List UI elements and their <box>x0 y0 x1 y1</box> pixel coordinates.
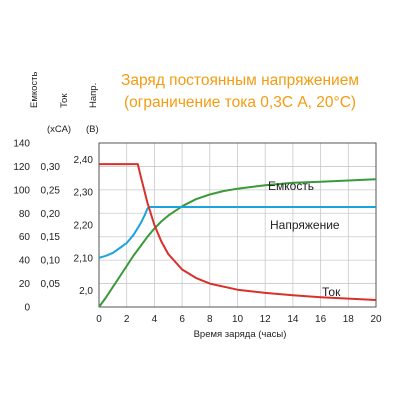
x-axis-label: Время заряда (часы) <box>194 329 287 340</box>
capacity-tick-label-1: 20 <box>19 279 31 290</box>
chart-title-line-2: (ограничение тока 0,3С А, 20°С) <box>124 94 356 111</box>
series-label-current: Ток <box>322 285 341 299</box>
capacity-tick-label-7: 140 <box>13 139 30 150</box>
capacity-tick-label-2: 40 <box>19 256 31 267</box>
x-tick-label-4: 8 <box>207 314 213 325</box>
current-tick-label-4: 0,25 <box>41 185 61 196</box>
voltage-tick-label-1: 2,10 <box>74 253 94 264</box>
capacity-axis-label: Емкость <box>29 71 40 108</box>
x-tick-label-1: 2 <box>124 314 130 325</box>
series-label-capacity: Емкость <box>268 179 314 193</box>
voltage-axis-unit: (В) <box>86 124 99 135</box>
x-tick-label-8: 16 <box>315 314 327 325</box>
capacity-tick-label-4: 80 <box>19 209 31 220</box>
x-tick-label-6: 12 <box>260 314 272 325</box>
x-tick-label-2: 4 <box>152 314 158 325</box>
x-tick-label-0: 0 <box>96 314 102 325</box>
capacity-tick-label-0: 0 <box>24 303 30 314</box>
x-tick-label-10: 20 <box>370 314 382 325</box>
current-tick-label-1: 0,10 <box>41 256 61 267</box>
current-tick-label-0: 0,05 <box>41 279 61 290</box>
series-line-capacity <box>98 178 377 308</box>
series-label-voltage: Напряжение <box>270 218 340 232</box>
plot-frame <box>98 142 377 308</box>
tick-labels: 0 2 4 6 8 10 12 14 16 18 20 0 20 40 60 80 100 120 140 0,05 0… <box>13 139 382 326</box>
voltage-tick-label-0: 2,0 <box>79 286 93 297</box>
x-tick-label-5: 10 <box>232 314 244 325</box>
current-tick-label-2: 0,15 <box>41 232 61 243</box>
series-line-voltage <box>98 206 376 259</box>
capacity-tick-label-3: 60 <box>19 232 31 243</box>
capacity-tick-label-6: 120 <box>13 162 30 173</box>
plot-border <box>98 142 377 308</box>
current-axis-unit: (хСА) <box>47 124 71 135</box>
x-tick-label-3: 6 <box>179 314 185 325</box>
voltage-tick-label-2: 2,20 <box>74 221 94 232</box>
voltage-tick-label-3: 2,30 <box>74 188 94 199</box>
x-tick-label-9: 18 <box>343 314 355 325</box>
x-tick-label-7: 14 <box>287 314 299 325</box>
capacity-tick-label-5: 100 <box>13 185 30 196</box>
chart-title-line-1: Заряд постоянным напряжением <box>121 72 359 89</box>
voltage-tick-label-4: 2,40 <box>74 155 94 166</box>
voltage-axis-label: Напр. <box>88 83 99 108</box>
current-tick-label-5: 0,30 <box>41 162 61 173</box>
series-line-current <box>99 163 377 301</box>
current-axis-label: Ток <box>59 93 70 108</box>
series-layer <box>98 163 377 308</box>
current-tick-label-3: 0,20 <box>41 209 61 220</box>
